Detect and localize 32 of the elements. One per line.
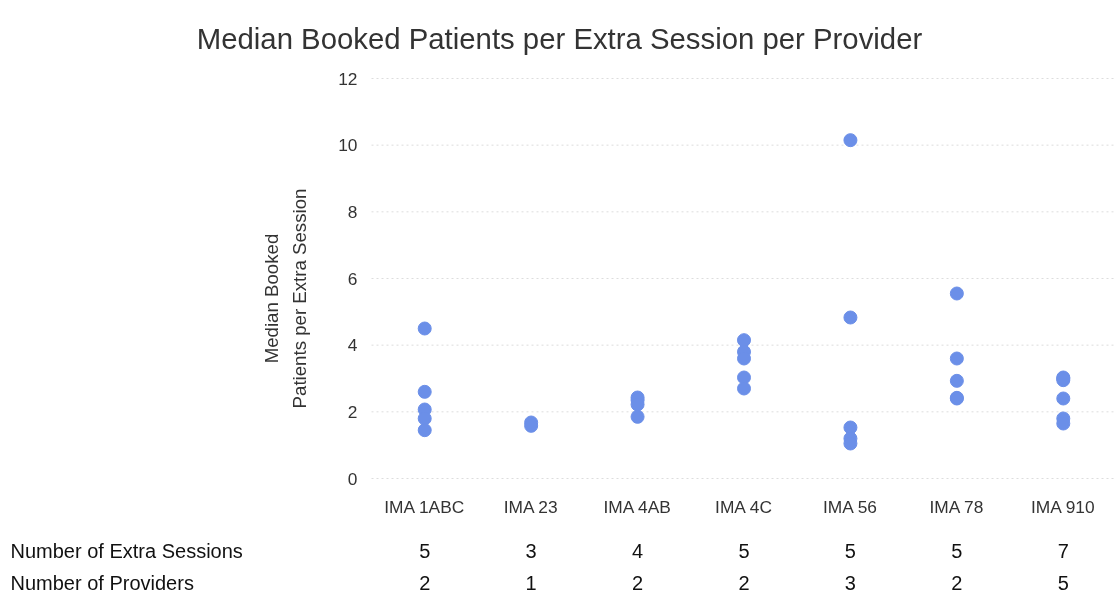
text: 7 [1057, 539, 1069, 562]
y-tick-label: 10 [338, 135, 358, 156]
x-tick-label: IMA 56 [822, 496, 877, 517]
y-tick-label: 4 [347, 335, 358, 356]
text: 2 [738, 571, 750, 594]
x-tick-label: IMA 4C [715, 496, 772, 517]
y-axis-title: Median Booked Patients per Extra Session [261, 188, 310, 409]
x-tick-label: IMA 910 [1031, 496, 1095, 517]
text: 2 [419, 571, 431, 594]
x-tick-label: IMA 78 [929, 496, 984, 517]
x-tick-label: IMA 4AB [603, 496, 671, 517]
text: 5 [419, 539, 431, 562]
text: 1 [525, 571, 537, 594]
text: 2 [951, 571, 963, 594]
text: Number of Providers [10, 571, 194, 594]
y-tick-label: 8 [347, 201, 358, 222]
text: Number of Extra Sessions [10, 539, 243, 562]
chart-title: Median Booked Patients per Extra Session per Provider [196, 22, 923, 55]
y-tick-label: 6 [347, 268, 358, 289]
text: 5 [844, 539, 856, 562]
text: 3 [525, 539, 537, 562]
text: 5 [738, 539, 750, 562]
x-tick-label: IMA 23 [503, 496, 558, 517]
y-tick-label: 0 [347, 468, 358, 489]
text: 5 [1057, 571, 1069, 594]
y-tick-label: 2 [347, 401, 358, 422]
x-tick-label: IMA 1ABC [384, 496, 465, 517]
y-tick-label: 12 [338, 68, 358, 89]
text: 4 [632, 539, 644, 562]
text: 2 [632, 571, 644, 594]
text: 5 [951, 539, 963, 562]
text: 3 [844, 571, 856, 594]
